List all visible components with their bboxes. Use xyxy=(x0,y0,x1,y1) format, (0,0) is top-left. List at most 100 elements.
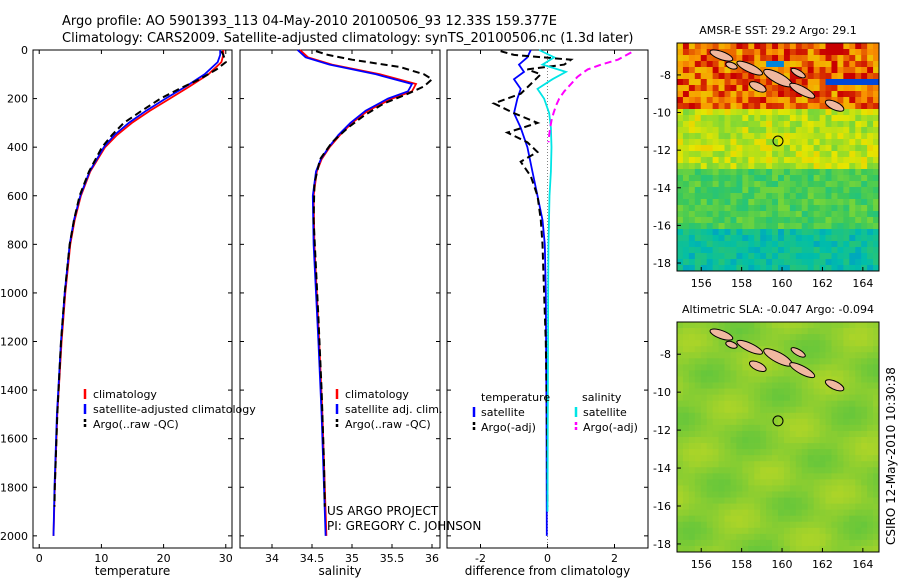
sla-map-cell xyxy=(813,497,820,504)
sst-map-cell xyxy=(831,145,838,152)
sst-map-cell xyxy=(831,91,838,98)
sst-map-cell xyxy=(742,247,749,254)
sla-map-cell xyxy=(813,491,820,498)
sst-map-cell xyxy=(736,115,743,122)
sst-map-cell xyxy=(688,79,696,86)
sla-map-cell xyxy=(861,509,868,517)
sla-map-cell xyxy=(724,346,731,353)
sst-map-cell xyxy=(760,151,767,158)
sla-map-cell xyxy=(682,491,690,498)
sla-map-cell xyxy=(849,334,856,341)
sst-map-cell xyxy=(837,229,844,236)
sst-map-cell xyxy=(783,97,791,104)
sla-map-cell xyxy=(813,322,820,329)
sst-map-cell xyxy=(736,205,743,212)
sst-map-cell xyxy=(855,187,862,194)
sst-map-cell xyxy=(724,169,731,176)
sla-map-cell xyxy=(801,533,809,541)
sst-map-cell xyxy=(831,67,838,74)
sst-map-cell xyxy=(778,175,785,182)
sla-map-cell xyxy=(700,455,708,462)
sst-map-cell xyxy=(837,265,844,272)
sla-map-cell xyxy=(855,358,862,365)
sla-map-cell xyxy=(867,533,874,541)
sla-map-cell xyxy=(861,443,868,450)
sla-map-cell xyxy=(694,443,702,450)
sla-map-cell xyxy=(778,503,785,511)
sla-map-cell xyxy=(712,437,719,444)
sla-map-cell xyxy=(724,382,731,389)
sla-map-cell xyxy=(712,455,719,462)
sla-map-cell xyxy=(837,443,844,450)
sst-map-cell xyxy=(807,175,815,182)
sst-map-cell xyxy=(724,139,731,146)
sla-map-cell xyxy=(801,455,809,462)
sla-map-cell xyxy=(873,539,880,547)
sla-map-cell xyxy=(801,437,809,444)
sla-map-cell xyxy=(831,400,838,408)
sla-map-cell xyxy=(873,382,880,389)
sst-map-xtick-label: 164 xyxy=(852,277,873,290)
sla-map-cell xyxy=(694,424,702,432)
sst-map-cell xyxy=(807,253,815,260)
sla-map-cell xyxy=(754,400,761,408)
sst-map-cell xyxy=(873,43,880,50)
sst-map-cell xyxy=(831,163,838,170)
sla-map-cell xyxy=(694,473,702,480)
sst-map-cell xyxy=(748,247,755,254)
sla-map-cell xyxy=(801,382,809,389)
sst-map-cell xyxy=(873,127,880,134)
sst-map-cell xyxy=(807,145,815,152)
sst-map-cell xyxy=(873,121,880,128)
sla-map-cell xyxy=(795,376,803,383)
sla-map-cell xyxy=(772,467,779,474)
sst-map-cell xyxy=(825,193,832,200)
sst-map-cell xyxy=(873,199,880,206)
sst-map-cell xyxy=(742,193,749,200)
sla-map-cell xyxy=(772,479,779,486)
sst-map-cell xyxy=(825,145,832,152)
sst-map-cell xyxy=(873,103,880,110)
sla-map-cell xyxy=(700,382,708,389)
sla-map-cell xyxy=(742,418,749,426)
sla-map-cell xyxy=(742,467,749,474)
sst-map-cell xyxy=(688,235,696,242)
temperature-xtick-label: 10 xyxy=(94,552,108,565)
sst-map-xtick-label: 158 xyxy=(731,277,752,290)
sst-map-cell xyxy=(742,139,749,146)
sst-map-cell xyxy=(801,241,809,248)
sla-map-cell xyxy=(760,467,767,474)
sla-map-cell xyxy=(760,437,767,444)
sst-map-cell xyxy=(712,91,719,98)
sla-map-cell xyxy=(754,424,761,432)
sst-map-cell xyxy=(807,49,815,56)
sla-map-cell xyxy=(754,521,761,529)
sst-map-cell xyxy=(837,253,844,260)
sla-map-cell xyxy=(682,418,690,426)
sst-map-cell xyxy=(855,103,862,110)
sst-map-cell xyxy=(837,61,844,68)
sla-map-cell xyxy=(766,503,773,511)
sla-map-cell xyxy=(843,467,850,474)
sst-map-cell xyxy=(677,187,684,194)
sst-map-cell xyxy=(694,151,702,158)
sst-map-cell xyxy=(688,241,696,248)
sst-map-cell xyxy=(873,49,880,56)
sst-map-cell xyxy=(807,139,815,146)
sla-map-cell xyxy=(873,412,880,420)
sst-map-cell xyxy=(873,205,880,212)
sla-map-cell xyxy=(742,479,749,486)
sla-map-cell xyxy=(837,473,844,480)
sst-map-cell xyxy=(742,253,749,260)
sla-map-cell xyxy=(688,328,696,335)
sst-map-cell xyxy=(677,193,684,200)
sla-map-cell xyxy=(772,394,779,402)
sst-map-cell xyxy=(754,103,761,110)
sla-map-cell xyxy=(807,449,815,456)
sst-map-cell xyxy=(801,103,809,110)
sla-map-cell xyxy=(867,545,874,553)
sst-map-cell xyxy=(712,109,719,116)
sst-map-cell xyxy=(837,163,844,170)
sst-map-cell xyxy=(766,97,773,104)
sst-map-cell xyxy=(831,247,838,254)
